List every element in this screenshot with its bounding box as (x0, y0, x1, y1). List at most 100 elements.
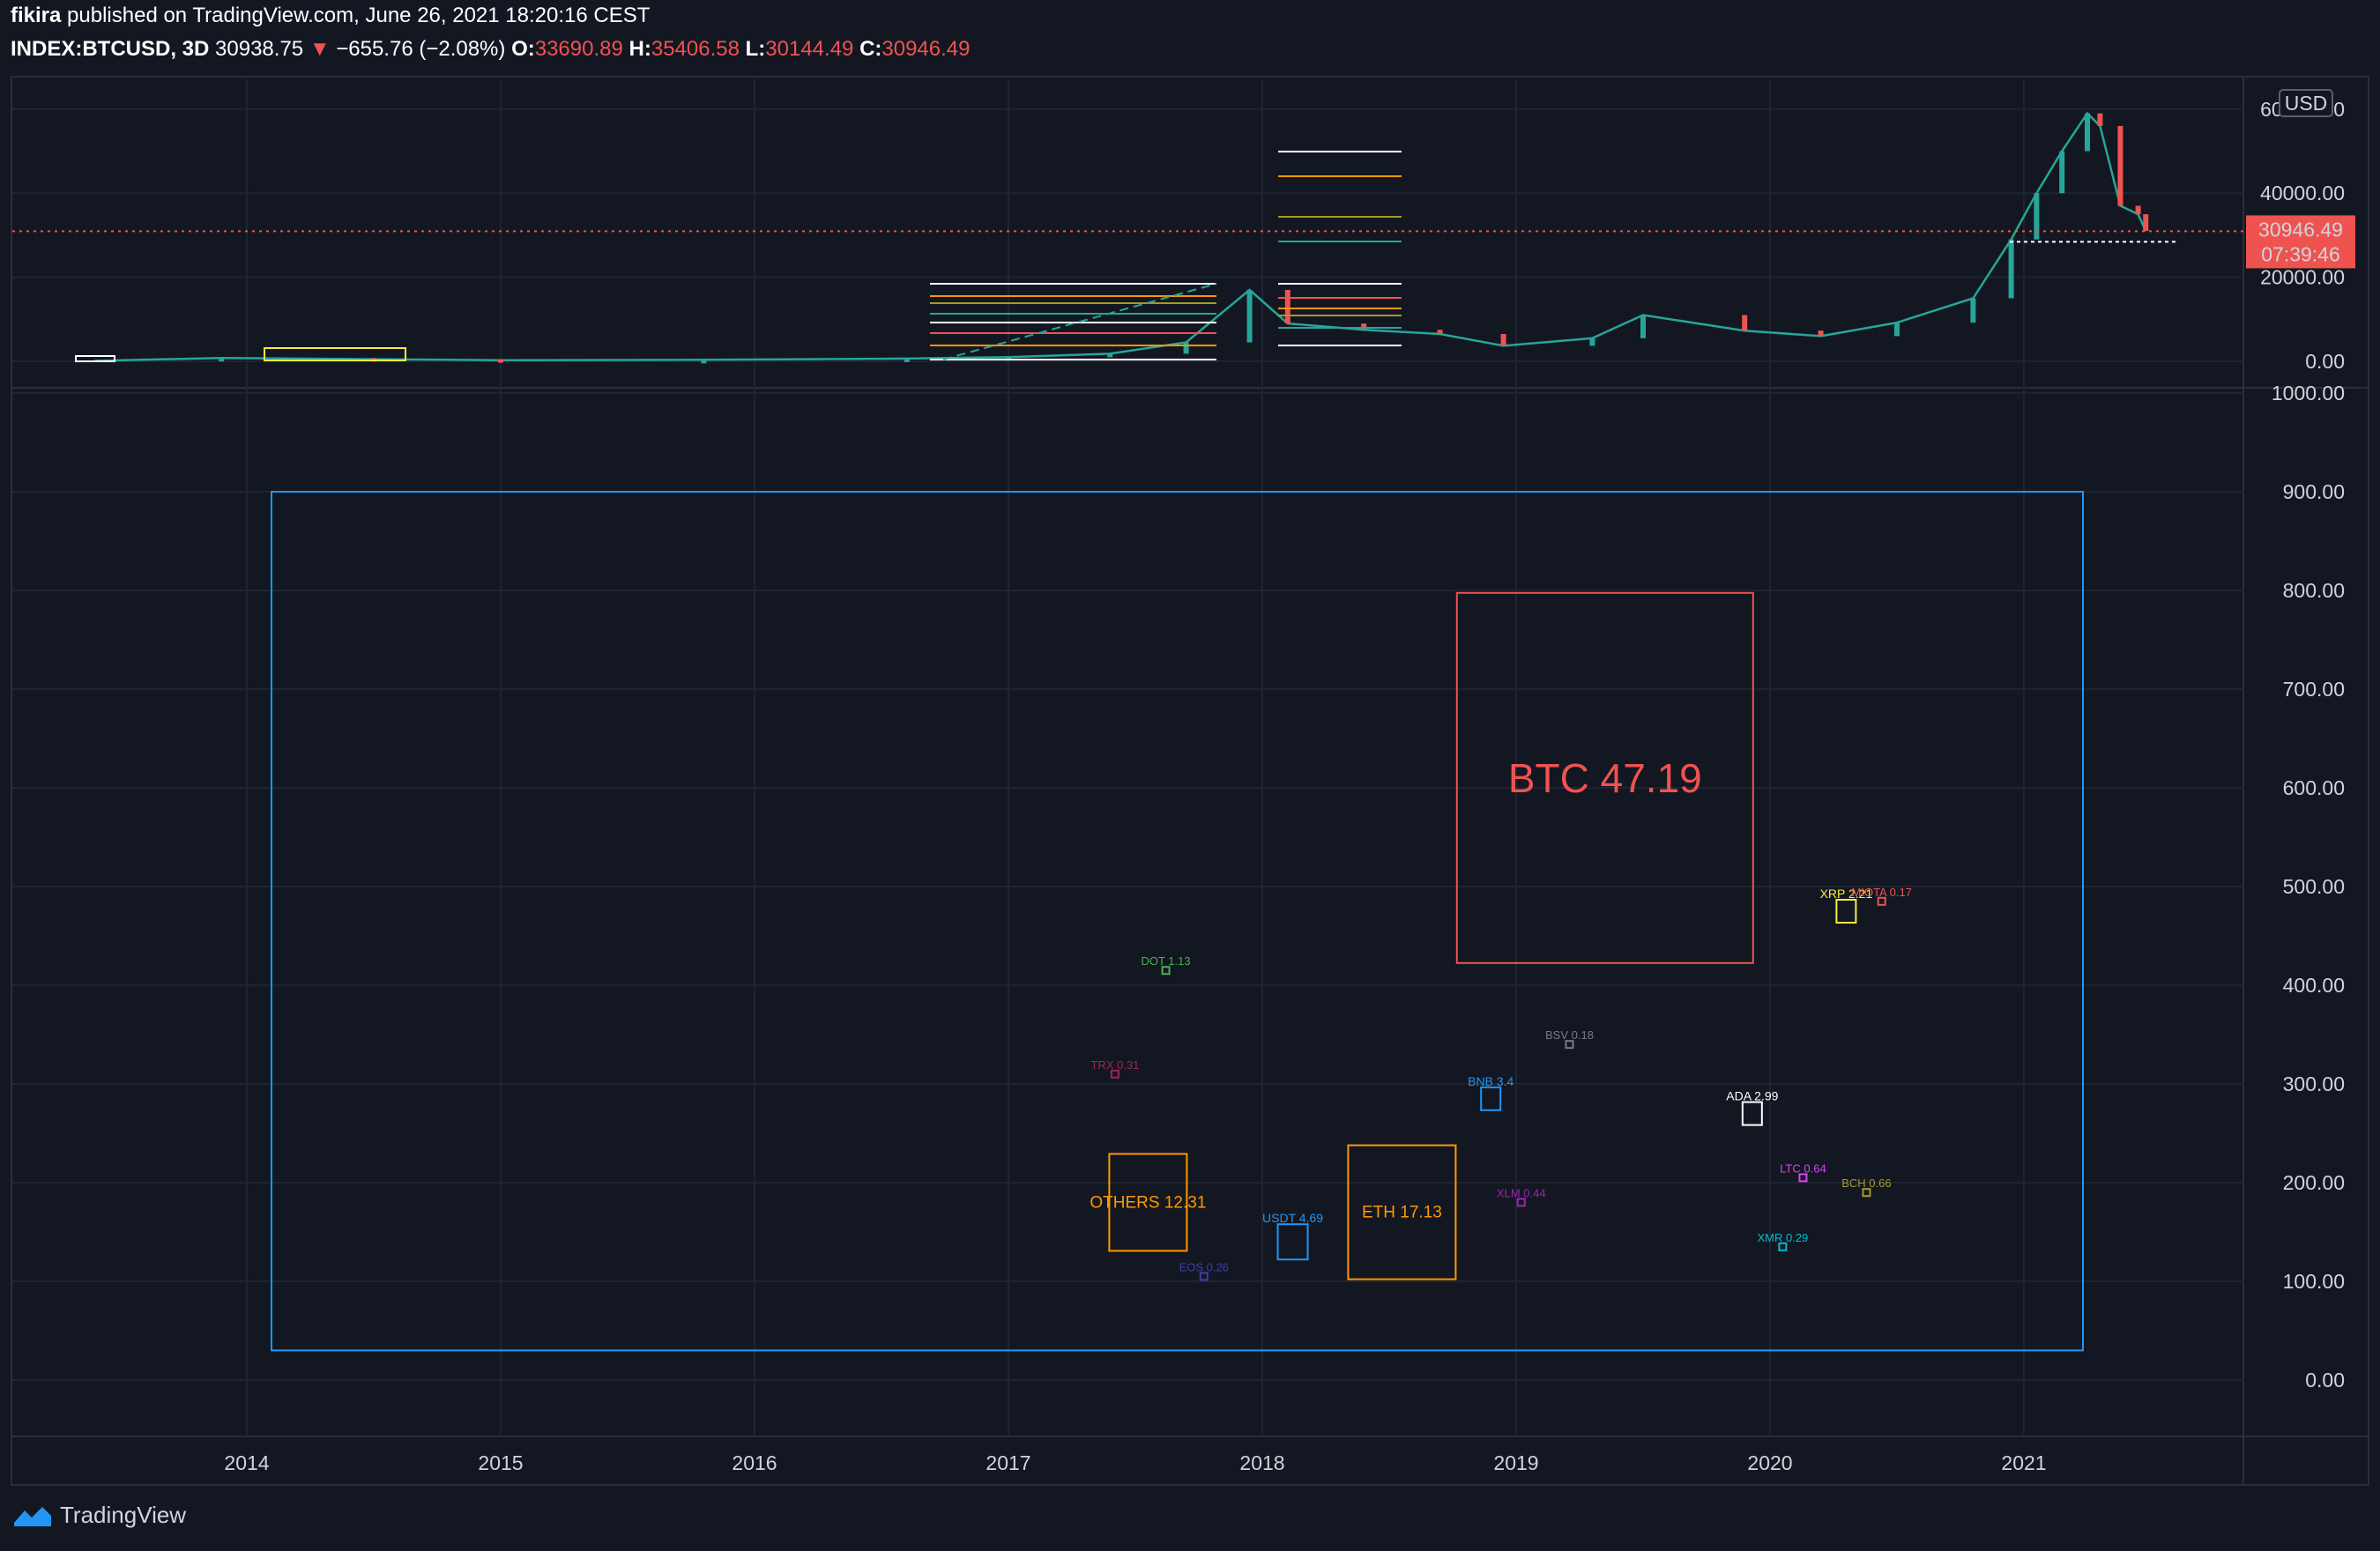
dominance-tick-label: 500.00 (2283, 875, 2345, 898)
last-price-badge (2246, 215, 2355, 269)
chart-frame[interactable] (11, 76, 2369, 1486)
asset-label: OTHERS 12.31 (1090, 1193, 1206, 1212)
candle (2085, 113, 2090, 152)
asset-box (1565, 1040, 1574, 1050)
low-label: L: (745, 37, 766, 61)
time-axis[interactable]: 2014 2015 2016 2017 2018 2019 2020 2021 (224, 1451, 2046, 1474)
candle (701, 360, 707, 364)
asset-label: EOS 0.26 (1179, 1260, 1229, 1273)
time-tick-label: 2021 (2001, 1451, 2046, 1474)
countdown-label: 07:39:46 (2261, 242, 2340, 265)
arrow-down-icon: ▼ (309, 37, 331, 61)
price-tick-label: 20000.00 (2260, 266, 2345, 289)
candle (2117, 125, 2123, 206)
symbol-label[interactable]: INDEX:BTCUSD, 3D (11, 37, 210, 61)
asset-label: XMR 0.29 (1757, 1231, 1808, 1244)
dominance-tick-label: 400.00 (2283, 974, 2345, 997)
brand-name: TradingView (60, 1502, 187, 1528)
price-series-line (94, 111, 2147, 362)
asset-box (1877, 896, 1886, 906)
asset-label: ADA 2.99 (1726, 1089, 1778, 1103)
dominance-axis[interactable]: 0.00 100.00 200.00 300.00 400.00 500.00 600.00… (2272, 382, 2345, 1391)
dominance-pane[interactable]: BTC 47.19 ETH 17.13 OTHERS 12.31 USDT 4.69 B… (271, 491, 2084, 1352)
price-axis[interactable]: 0.0020000.0040000.0060000.00USD30946.490… (2246, 89, 2355, 373)
asset-box (1108, 1153, 1188, 1252)
asset-box (1516, 1198, 1526, 1207)
currency-badge (2279, 89, 2333, 117)
open-label: O: (511, 37, 535, 61)
candle (2143, 214, 2149, 232)
asset-label: XRP 2.21 (1820, 887, 1873, 901)
candle (2135, 205, 2141, 215)
asset-box (1347, 1144, 1457, 1280)
close-label: C: (859, 37, 882, 61)
candle (2034, 193, 2040, 240)
dominance-tick-label: 600.00 (2283, 776, 2345, 799)
candle (1437, 330, 1443, 334)
high-label: H: (628, 37, 651, 61)
asset-box (1480, 1086, 1502, 1111)
asset-label: XLM 0.44 (1497, 1186, 1546, 1199)
candle (904, 358, 910, 362)
dominance-tick-label: 200.00 (2283, 1171, 2345, 1194)
candle (2097, 113, 2103, 126)
tradingview-logo-icon (14, 1506, 51, 1526)
publish-line: fikira published on TradingView.com, Jun… (11, 4, 650, 28)
time-tick-label: 2016 (732, 1451, 777, 1474)
asset-label: MIOTA 0.17 (1852, 886, 1912, 899)
open-value: 33690.89 (534, 37, 623, 61)
close-value: 30946.49 (881, 37, 971, 61)
asset-label: LTC 0.64 (1780, 1161, 1826, 1175)
candle (2008, 239, 2014, 299)
grid (12, 78, 2369, 1486)
change-value: −655.76 (−2.08%) (336, 37, 506, 61)
footer[interactable]: TradingView (12, 1502, 186, 1529)
dominance-tick-label: 900.00 (2283, 480, 2345, 503)
time-tick-label: 2019 (1493, 1451, 1538, 1474)
dominance-tick-label: 1000.00 (2272, 382, 2345, 404)
asset-box (1862, 1188, 1871, 1198)
asset-box (1199, 1272, 1209, 1281)
asset-box (1798, 1173, 1808, 1183)
asset-label: BSV 0.18 (1545, 1028, 1594, 1042)
range-box (75, 355, 115, 362)
price-tick-label: 40000.00 (2260, 182, 2345, 204)
trend-line (942, 283, 1217, 360)
last-price-label: 30946.49 (2258, 218, 2343, 241)
author-name[interactable]: fikira (11, 4, 62, 27)
candle (219, 358, 225, 362)
asset-box (1741, 1101, 1763, 1126)
candle (1284, 289, 1290, 324)
time-tick-label: 2020 (1747, 1451, 1792, 1474)
ohlc-legend: INDEX:BTCUSD, 3D 30938.75 ▼ −655.76 (−2.… (11, 37, 971, 62)
candle (1500, 334, 1506, 346)
asset-label: BNB 3.4 (1468, 1074, 1514, 1088)
dominance-tick-label: 300.00 (2283, 1072, 2345, 1095)
asset-box (1835, 899, 1857, 924)
candle (498, 359, 503, 363)
candle (1894, 323, 1900, 337)
asset-box (1455, 591, 1754, 964)
asset-label: ETH 17.13 (1362, 1204, 1442, 1222)
price-pane[interactable] (12, 111, 2243, 364)
price-tick-label: 0.00 (2305, 350, 2345, 373)
low-value: 30144.49 (765, 37, 854, 61)
asset-box (1778, 1242, 1788, 1251)
candle (1107, 353, 1113, 358)
candle (1640, 315, 1646, 338)
candle (1183, 342, 1189, 354)
time-tick-label: 2015 (478, 1451, 523, 1474)
asset-label: TRX 0.31 (1090, 1058, 1139, 1072)
asset-box (1161, 966, 1171, 976)
time-tick-label: 2017 (985, 1451, 1030, 1474)
asset-box (1276, 1223, 1309, 1261)
asset-box (1110, 1069, 1119, 1079)
candle (1246, 289, 1253, 343)
dominance-tick-label: 0.00 (2305, 1369, 2345, 1391)
high-value: 35406.58 (651, 37, 740, 61)
dominance-tick-label: 800.00 (2283, 579, 2345, 602)
asset-label: BTC 47.19 (1508, 755, 1702, 801)
range-box (264, 347, 406, 361)
asset-label: USDT 4.69 (1262, 1211, 1323, 1225)
